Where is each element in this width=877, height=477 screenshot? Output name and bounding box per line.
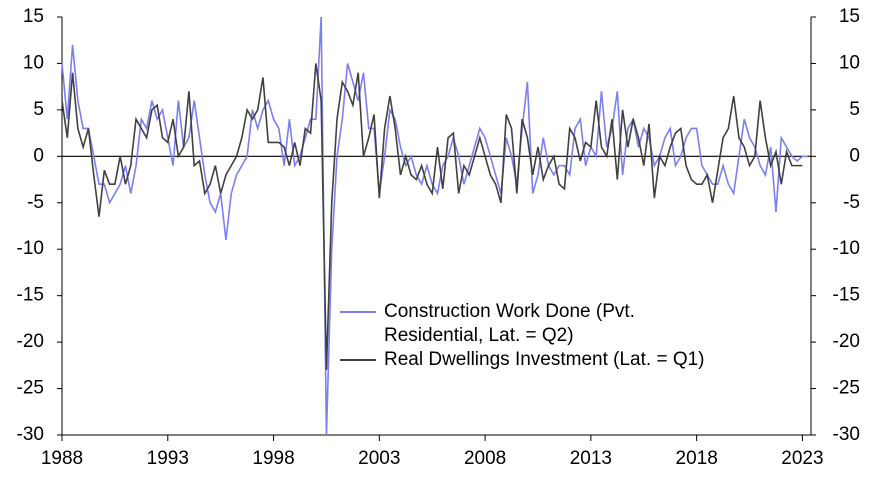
y2-tick-label: -25 [833,378,860,399]
y-tick-label: 5 [33,99,44,120]
series-line [61,16,808,436]
y-tick-label: -25 [17,378,44,399]
y2-tick-label: 15 [839,6,860,27]
x-tick-label: 2003 [358,448,400,469]
series-line [61,63,803,371]
y2-tick-label: -30 [833,424,860,445]
legend-label: Construction Work Done (Pvt. Residential… [384,301,635,346]
y-tick-label: -5 [27,192,44,213]
y2-tick-label: -10 [833,238,860,259]
y-tick-label: -15 [17,285,44,306]
y-tick-label: 0 [33,145,44,166]
x-tick-label: 1993 [147,448,189,469]
x-tick-label: 2018 [676,448,718,469]
y-tick-label: -10 [17,238,44,259]
y-tick-label: -20 [17,331,44,352]
y-tick-label: -30 [17,424,44,445]
x-tick-label: 2023 [781,448,823,469]
y2-tick-label: 5 [849,99,860,120]
x-tick-label: 2013 [570,448,612,469]
legend-swatch [340,359,376,361]
x-tick-label: 1988 [41,448,83,469]
y2-tick-label: -20 [833,331,860,352]
legend-label: Real Dwellings Investment (Lat. = Q1) [384,349,705,370]
y2-tick-label: -15 [833,285,860,306]
legend-item: Construction Work Done (Pvt. Residential… [336,300,714,348]
y2-tick-label: 10 [839,52,860,73]
legend-swatch [340,311,376,313]
legend: Construction Work Done (Pvt. Residential… [336,300,776,372]
x-tick-label: 2008 [464,448,506,469]
y2-tick-label: 0 [849,145,860,166]
x-tick-label: 1998 [252,448,294,469]
y-tick-label: 10 [23,52,44,73]
y2-tick-label: -5 [843,192,860,213]
legend-item: Real Dwellings Investment (Lat. = Q1) [336,348,776,372]
y-tick-label: 15 [23,6,44,27]
